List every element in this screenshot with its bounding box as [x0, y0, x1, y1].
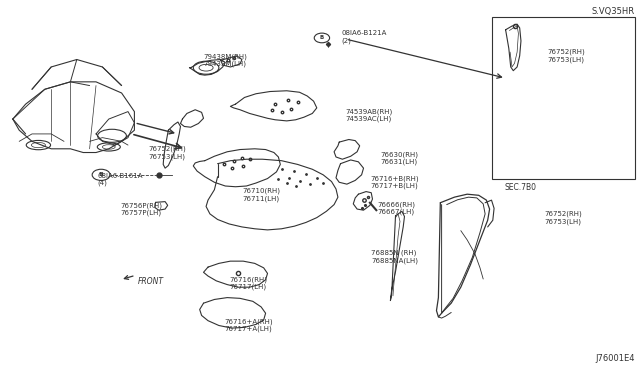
Text: 08IA6-B161A
(4): 08IA6-B161A (4)	[97, 173, 143, 186]
Text: B: B	[320, 35, 324, 41]
Text: 76752(RH)
76753(LH): 76752(RH) 76753(LH)	[148, 145, 186, 160]
Text: 08IA6-B121A
(2): 08IA6-B121A (2)	[341, 31, 387, 44]
Text: B: B	[99, 172, 104, 177]
Text: 79438M(RH)
79433M(LH): 79438M(RH) 79433M(LH)	[204, 53, 248, 67]
Bar	[492, 17, 635, 179]
Text: 76710(RH)
76711(LH): 76710(RH) 76711(LH)	[242, 188, 280, 202]
Text: FRONT: FRONT	[138, 278, 164, 286]
Text: 76752(RH)
76753(LH): 76752(RH) 76753(LH)	[548, 49, 586, 63]
Text: 76716+A(RH)
76717+A(LH): 76716+A(RH) 76717+A(LH)	[224, 318, 273, 333]
Text: 76752(RH)
76753(LH): 76752(RH) 76753(LH)	[544, 211, 582, 225]
Text: SEC.7B0: SEC.7B0	[504, 183, 536, 192]
Text: J76001E4: J76001E4	[595, 354, 635, 363]
Text: 76716+B(RH)
76717+B(LH): 76716+B(RH) 76717+B(LH)	[370, 175, 419, 189]
Text: 76666(RH)
76667(LH): 76666(RH) 76667(LH)	[378, 201, 415, 215]
Text: 76885N (RH)
76885NA(LH): 76885N (RH) 76885NA(LH)	[371, 250, 418, 264]
Text: 76630(RH)
76631(LH): 76630(RH) 76631(LH)	[380, 151, 418, 165]
Text: 76756P(RH)
76757P(LH): 76756P(RH) 76757P(LH)	[120, 202, 163, 216]
Text: S.VQ35HR: S.VQ35HR	[592, 7, 635, 16]
Text: 76716(RH)
76717(LH): 76716(RH) 76717(LH)	[229, 276, 267, 291]
Text: 74539AB(RH)
74539AC(LH): 74539AB(RH) 74539AC(LH)	[346, 108, 393, 122]
